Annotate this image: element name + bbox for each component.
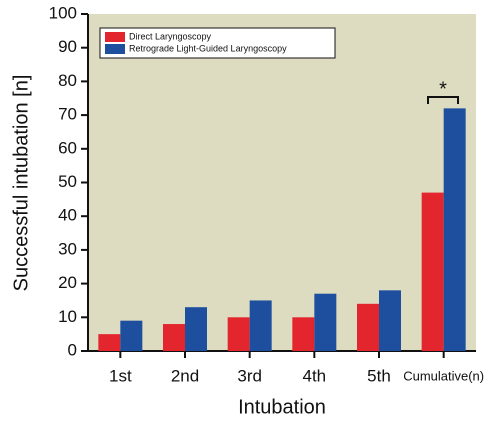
x-axis-label: Intubation xyxy=(238,396,326,418)
y-tick-label: 90 xyxy=(58,37,77,56)
y-tick-label: 50 xyxy=(58,172,77,191)
x-tick-label: 3rd xyxy=(237,366,262,385)
x-tick-label: Cumulative(n) xyxy=(403,368,484,383)
bar xyxy=(163,324,185,351)
y-tick-label: 10 xyxy=(58,307,77,326)
legend-swatch xyxy=(105,32,125,42)
bar xyxy=(227,317,250,351)
y-tick-label: 80 xyxy=(58,71,77,90)
y-axis-label: Successful intubation [n] xyxy=(10,75,32,292)
y-tick-label: 60 xyxy=(58,138,77,157)
bar xyxy=(314,293,337,351)
legend-box xyxy=(99,27,336,59)
y-tick-label: 70 xyxy=(58,105,77,124)
y-tick-label: 40 xyxy=(58,206,77,225)
bar xyxy=(379,290,401,351)
bar xyxy=(98,334,121,351)
legend-label: Retrograde Light-Guided Laryngoscopy xyxy=(129,43,287,53)
y-tick-label: 0 xyxy=(68,340,77,359)
bar xyxy=(120,320,143,351)
x-tick-label: 1st xyxy=(109,366,132,385)
bar xyxy=(185,307,207,351)
x-tick-label: 5th xyxy=(367,366,391,385)
bar xyxy=(421,192,444,351)
x-tick-label: 4th xyxy=(303,366,327,385)
bar xyxy=(249,300,272,351)
bar xyxy=(443,108,466,351)
legend-label: Direct Laryngoscopy xyxy=(129,31,212,41)
bar xyxy=(292,317,315,351)
x-tick-label: 2nd xyxy=(171,366,199,385)
bar xyxy=(357,303,379,351)
plot-background xyxy=(88,14,476,351)
y-tick-label: 100 xyxy=(49,3,77,22)
significance-bracket xyxy=(427,96,459,104)
y-tick-label: 30 xyxy=(58,239,77,258)
significance-mark: * xyxy=(439,78,447,100)
legend-swatch xyxy=(105,44,125,54)
y-tick-label: 20 xyxy=(58,273,77,292)
